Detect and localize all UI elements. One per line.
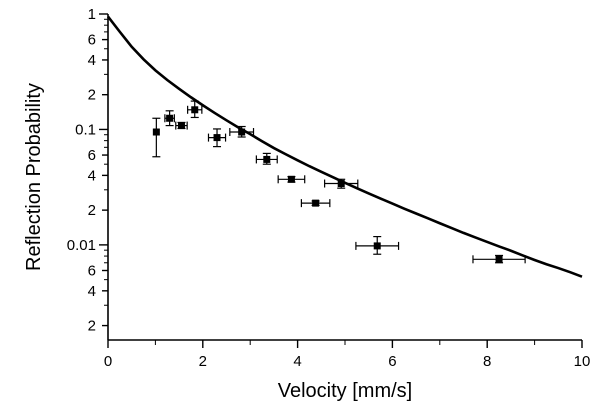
data-point [472,254,526,264]
x-tick-label: 10 [574,353,591,370]
y-tick-label: 0.1 [75,121,96,138]
data-point-marker [166,114,174,122]
y-ticks: 1 6 4 2 0.1 6 4 2 0.01 6 4 2 [67,6,108,335]
y-tick-label: 2 [88,87,96,104]
x-tick-label: 4 [293,353,301,370]
x-tick-label: 2 [199,353,207,370]
data-point [324,178,359,189]
data-point-marker [152,128,160,136]
data-point-marker [177,122,185,130]
data-point [355,235,400,255]
y-tick-label: 6 [88,147,96,164]
y-tick-label: 0.01 [67,237,96,254]
data-point-marker [213,134,221,142]
data-point-marker [191,106,199,114]
y-tick-label: 4 [88,167,96,184]
y-axis-title: Reflection Probability [23,83,45,271]
y-tick-label: 6 [88,32,96,49]
data-points [152,100,526,264]
data-point-marker [287,175,295,183]
data-point [207,128,227,148]
y-tick-label: 4 [88,52,96,69]
y-tick-label: 2 [88,318,96,335]
y-tick-label: 4 [88,283,96,300]
data-point-marker [312,199,320,207]
data-point [187,100,203,119]
axes [107,14,582,341]
y-tick-label: 2 [88,202,96,219]
data-point-marker [373,242,381,250]
data-point [164,110,175,127]
y-tick-label: 6 [88,262,96,279]
data-point-marker [238,128,246,136]
data-point [277,175,306,184]
model-curve [106,15,583,278]
x-tick-label: 6 [388,353,396,370]
y-tick-label: 1 [88,6,96,23]
data-point-marker [495,255,503,263]
data-point [229,125,255,138]
data-point [175,121,188,130]
x-ticks: 0 2 4 6 8 10 [104,340,591,370]
data-point [255,152,278,165]
data-point [152,117,161,158]
data-point-marker [263,155,271,163]
data-point [300,199,331,208]
x-axis-title: Velocity [mm/s] [278,380,412,402]
x-tick-label: 0 [104,353,112,370]
data-point-marker [337,180,345,188]
x-tick-label: 8 [483,353,491,370]
